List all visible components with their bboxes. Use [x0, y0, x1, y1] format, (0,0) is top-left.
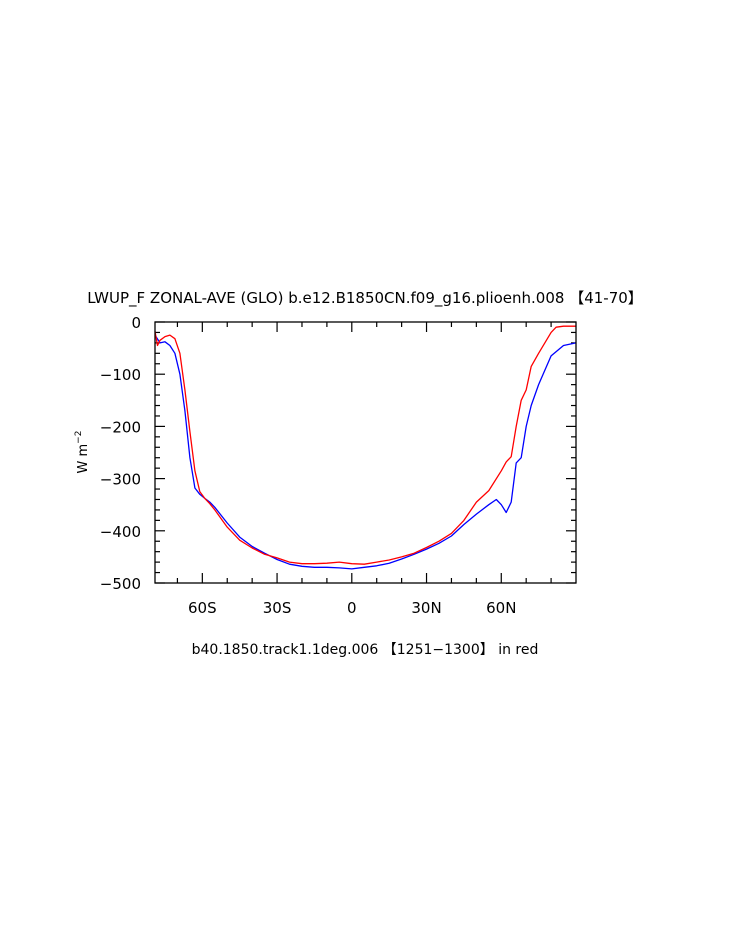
- plot-frame: [154, 321, 577, 584]
- blue-series-line: [154, 334, 577, 570]
- y-tick-label: −300: [100, 471, 141, 489]
- y-tick-label: −200: [100, 418, 141, 436]
- red-series-line: [154, 325, 576, 565]
- y-axis-label-exponent: −2: [74, 431, 84, 444]
- axis-ticks: [155, 321, 576, 584]
- x-tick-label: 30S: [263, 599, 292, 617]
- y-tick-label: −100: [100, 366, 141, 384]
- y-tick-label: −400: [100, 523, 141, 541]
- x-tick-label: 60N: [486, 599, 516, 617]
- y-tick-label: 0: [131, 314, 141, 332]
- series-lines: [154, 325, 577, 570]
- y-tick-label: −500: [100, 575, 141, 593]
- tick-labels: 60S 30S 0 30N 60N 0 −100 −200 −300 −400 −500: [100, 314, 517, 617]
- x-tick-label: 60S: [188, 599, 217, 617]
- x-tick-label: 0: [347, 599, 357, 617]
- chart-caption: b40.1850.track1.1deg.006 【1251−1300】 in …: [192, 642, 539, 658]
- y-axis-label: W m−2: [74, 431, 91, 474]
- y-axis-label-main: W m: [76, 444, 91, 474]
- x-tick-label: 30N: [411, 599, 441, 617]
- chart-title: LWUP_F ZONAL-AVE (GLO) b.e12.B1850CN.f09…: [87, 289, 643, 308]
